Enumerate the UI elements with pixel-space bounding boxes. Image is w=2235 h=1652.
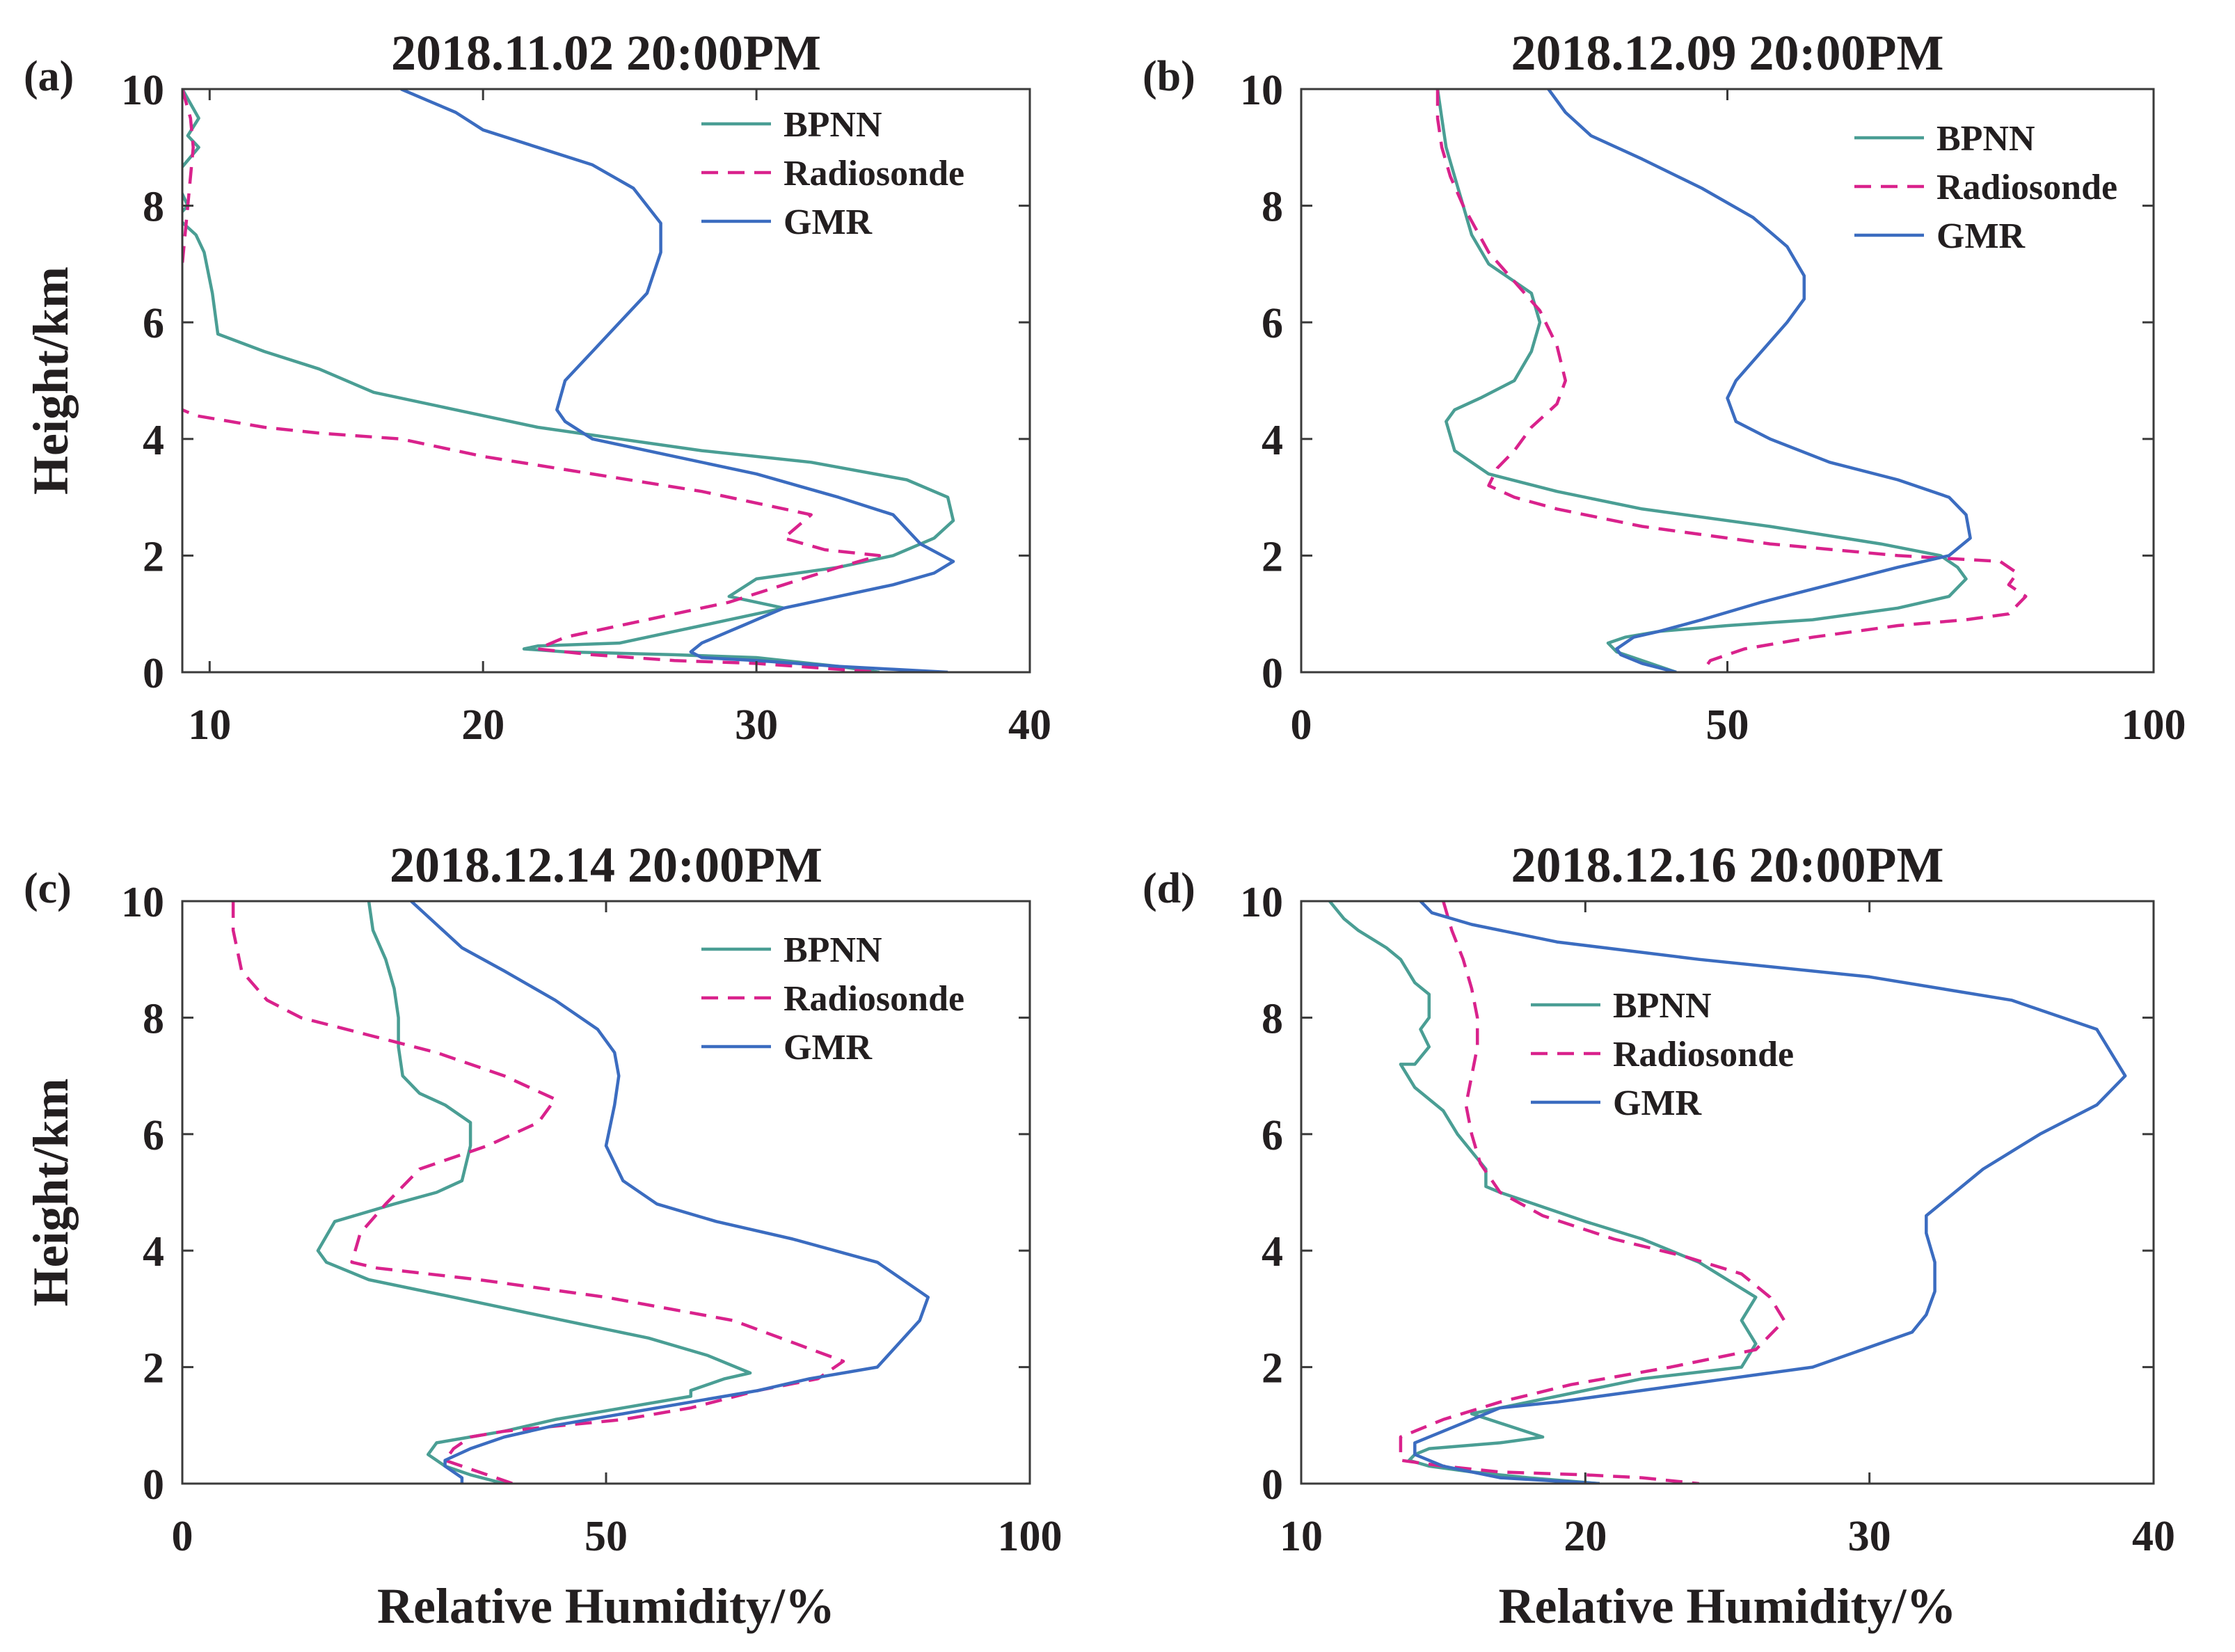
legend-label-radiosonde: Radiosonde [784, 979, 964, 1019]
legend-label-bpnn: BPNN [784, 105, 882, 145]
legend-label-gmr: GMR [1613, 1083, 1703, 1123]
legend: BPNN Radiosonde GMR [701, 930, 964, 1067]
x-axis-label: Relative Humidity/% [1499, 1578, 1957, 1634]
y-tick-label: 10 [121, 67, 164, 114]
y-tick-label: 8 [143, 184, 164, 231]
series-line-radiosonde [182, 89, 882, 672]
y-tick-label: 6 [1262, 1112, 1283, 1159]
x-tick-label: 30 [735, 701, 778, 749]
chart-title: 2018.12.09 20:00PM [1511, 25, 1944, 81]
series-line-radiosonde [231, 901, 845, 1484]
plot-frame [1300, 900, 2155, 1485]
x-tick-label: 0 [172, 1513, 193, 1560]
chart-title: 2018.11.02 20:00PM [391, 25, 821, 81]
y-tick-label: 6 [143, 1112, 164, 1159]
x-tick-label: 100 [2122, 701, 2186, 749]
y-tick-label: 2 [1262, 533, 1283, 580]
y-tick-label: 6 [143, 300, 164, 347]
series-line-gmr [400, 89, 955, 672]
x-tick-label: 10 [188, 701, 231, 749]
y-tick-label: 0 [1262, 650, 1283, 697]
legend: BPNN Radiosonde GMR [1531, 986, 1794, 1123]
x-tick-label: 50 [584, 1513, 628, 1560]
y-tick-label: 2 [1262, 1345, 1283, 1392]
legend-label-gmr: GMR [784, 1028, 873, 1067]
y-tick-label: 4 [143, 417, 164, 464]
legend-label-radiosonde: Radiosonde [784, 154, 964, 193]
y-tick-label: 6 [1262, 300, 1283, 347]
series-line-radiosonde [1399, 901, 1786, 1484]
plot-frame [181, 88, 1031, 674]
x-tick-label: 100 [998, 1513, 1063, 1560]
legend-label-radiosonde: Radiosonde [1936, 168, 2117, 207]
chart-title: 2018.12.14 20:00PM [390, 837, 822, 893]
y-tick-label: 2 [143, 1345, 164, 1392]
y-tick-label: 4 [143, 1228, 164, 1276]
legend-label-bpnn: BPNN [784, 930, 882, 970]
x-tick-label: 10 [1280, 1513, 1323, 1560]
legend-label-radiosonde: Radiosonde [1613, 1035, 1794, 1074]
panel-label: (c) [24, 865, 72, 912]
legend-label-bpnn: BPNN [1613, 986, 1712, 1026]
y-tick-label: 0 [143, 1461, 164, 1509]
y-tick-label: 8 [1262, 184, 1283, 231]
x-tick-label: 40 [2132, 1513, 2175, 1560]
series-line-bpnn [1328, 901, 1758, 1484]
y-axis-label: Height/km [23, 1078, 79, 1306]
chart-panel-2: 0 50 100 0 2 4 6 8 10 2018.12.09 20:00PM (b) BPNN Ra… [1143, 25, 2186, 749]
y-tick-label: 4 [1262, 417, 1283, 464]
x-axis-label: Relative Humidity/% [377, 1578, 835, 1634]
panel-label: (a) [24, 53, 74, 100]
legend-label-bpnn: BPNN [1936, 119, 2035, 159]
legend-label-gmr: GMR [784, 202, 873, 242]
chart-panel-1: 10 20 30 40 0 2 4 6 8 10 2018.11.02 20:00PM (a) Heig… [23, 25, 1051, 749]
series-line-gmr [1413, 901, 2127, 1484]
chart-panel-3: 0 50 100 0 2 4 6 8 10 2018.12.14 20:00PM (c) Height… [23, 837, 1063, 1634]
x-tick-label: 0 [1291, 701, 1312, 749]
x-tick-label: 30 [1848, 1513, 1891, 1560]
y-tick-label: 10 [1240, 67, 1283, 114]
y-tick-label: 4 [1262, 1228, 1283, 1276]
panel-label: (d) [1143, 865, 1195, 912]
y-tick-label: 10 [121, 879, 164, 926]
legend: BPNN Radiosonde GMR [701, 105, 964, 242]
panel-label: (b) [1143, 53, 1195, 100]
x-tick-label: 20 [461, 701, 504, 749]
y-tick-label: 0 [143, 650, 164, 697]
chart-panel-4: 10 20 30 40 0 2 4 6 8 10 2018.12.16 20:00PM (d) Rela… [1143, 837, 2175, 1634]
y-tick-label: 8 [1262, 995, 1283, 1042]
legend-label-gmr: GMR [1936, 216, 2026, 256]
y-tick-label: 0 [1262, 1461, 1283, 1509]
chart-title: 2018.12.16 20:00PM [1511, 837, 1944, 893]
x-tick-label: 50 [1706, 701, 1749, 749]
y-tick-label: 2 [143, 533, 164, 580]
series-line-bpnn [1435, 89, 1968, 672]
y-tick-label: 8 [143, 995, 164, 1042]
series-line-bpnn [316, 901, 752, 1484]
x-tick-label: 40 [1008, 701, 1051, 749]
y-tick-label: 10 [1240, 879, 1283, 926]
series-line-gmr [1547, 89, 1972, 672]
series-line-radiosonde [1435, 89, 2028, 672]
legend: BPNN Radiosonde GMR [1854, 119, 2117, 256]
series-line-gmr [410, 901, 930, 1484]
y-axis-label: Height/km [23, 267, 79, 495]
x-tick-label: 20 [1564, 1513, 1607, 1560]
